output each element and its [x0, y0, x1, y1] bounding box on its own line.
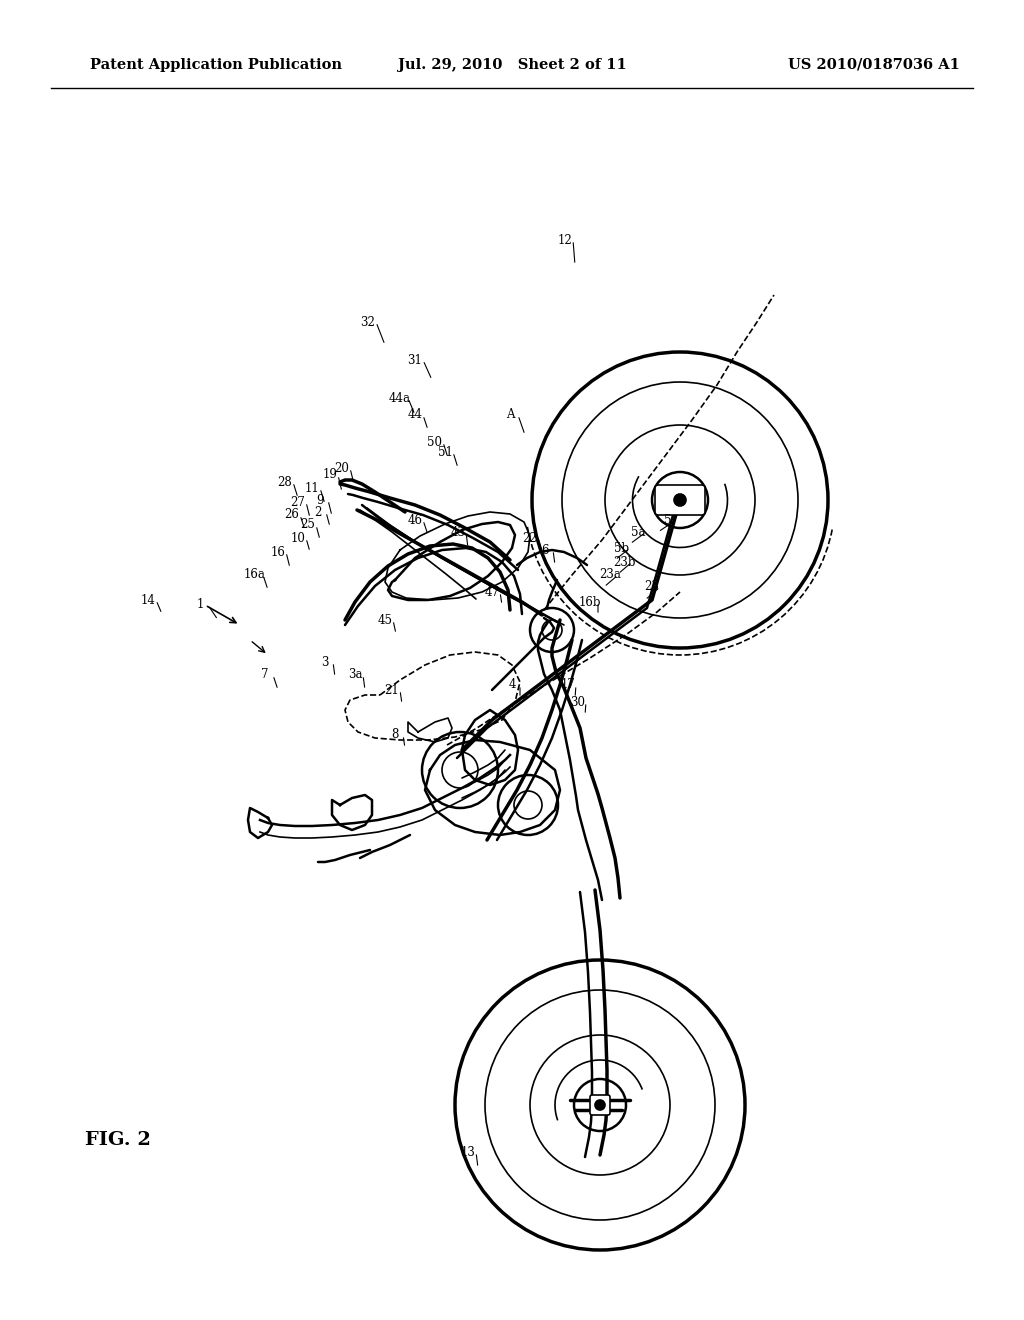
- Text: 5: 5: [665, 513, 672, 527]
- Text: 11: 11: [304, 482, 319, 495]
- Text: 46: 46: [408, 513, 423, 527]
- Text: Patent Application Publication: Patent Application Publication: [90, 58, 342, 73]
- Text: 30: 30: [570, 696, 586, 709]
- Text: Jul. 29, 2010   Sheet 2 of 11: Jul. 29, 2010 Sheet 2 of 11: [397, 58, 627, 73]
- Text: 3: 3: [322, 656, 329, 668]
- Text: 31: 31: [408, 354, 423, 367]
- Text: 7: 7: [261, 668, 268, 681]
- Text: 27: 27: [291, 495, 305, 508]
- Text: 14: 14: [140, 594, 156, 606]
- Text: 51: 51: [437, 446, 453, 458]
- Text: US 2010/0187036 A1: US 2010/0187036 A1: [788, 58, 961, 73]
- Text: 9: 9: [316, 494, 324, 507]
- Text: 44a: 44a: [389, 392, 411, 404]
- Text: 32: 32: [360, 315, 376, 329]
- Text: 8: 8: [391, 729, 398, 742]
- Text: 44: 44: [408, 408, 423, 421]
- FancyBboxPatch shape: [590, 1096, 610, 1115]
- Text: 25: 25: [301, 519, 315, 532]
- Text: 43: 43: [451, 525, 466, 539]
- Text: 16a: 16a: [244, 569, 266, 582]
- Text: 16b: 16b: [579, 595, 601, 609]
- Text: 3a: 3a: [348, 668, 362, 681]
- Text: 12: 12: [558, 234, 572, 247]
- Text: 1: 1: [197, 598, 204, 611]
- Text: FIG. 2: FIG. 2: [85, 1131, 151, 1148]
- Text: A: A: [506, 408, 514, 421]
- Text: 10: 10: [291, 532, 305, 544]
- Text: 28: 28: [278, 475, 293, 488]
- Text: 5b: 5b: [614, 541, 630, 554]
- Text: 19: 19: [323, 469, 338, 482]
- Text: 50: 50: [427, 436, 442, 449]
- Text: 26: 26: [285, 508, 299, 521]
- Text: 23a: 23a: [599, 569, 621, 582]
- Text: 20: 20: [335, 462, 349, 474]
- Text: 16: 16: [270, 545, 286, 558]
- Text: 2: 2: [314, 506, 322, 519]
- Circle shape: [595, 1100, 605, 1110]
- Text: 6: 6: [542, 544, 549, 557]
- Text: 23: 23: [644, 581, 659, 594]
- Text: 4: 4: [508, 678, 516, 692]
- Circle shape: [674, 494, 686, 506]
- Text: 45: 45: [378, 614, 392, 627]
- Text: 23b: 23b: [612, 556, 635, 569]
- Text: 17: 17: [560, 678, 575, 692]
- FancyBboxPatch shape: [655, 484, 705, 515]
- Text: 13: 13: [461, 1146, 475, 1159]
- Text: 5a: 5a: [631, 525, 645, 539]
- Text: 21: 21: [385, 684, 399, 697]
- Text: 47: 47: [484, 586, 500, 598]
- Text: 22: 22: [522, 532, 538, 544]
